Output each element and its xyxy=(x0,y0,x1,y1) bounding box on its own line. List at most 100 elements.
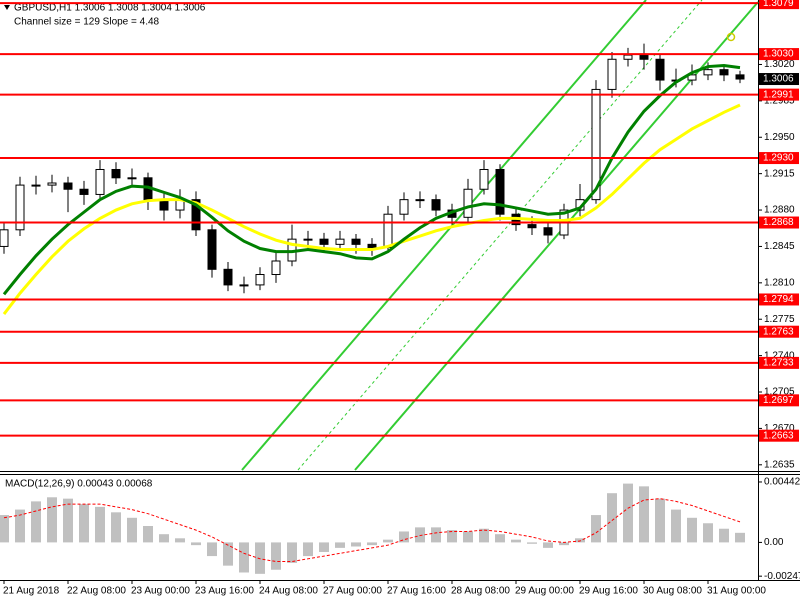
level-label-box xyxy=(759,325,799,338)
candle-body xyxy=(719,69,729,76)
candle-body xyxy=(351,238,361,245)
candle-body xyxy=(207,229,217,270)
menu-triangle xyxy=(4,5,10,10)
macd-bar xyxy=(639,486,649,543)
macd-bar xyxy=(111,512,121,543)
candle-body xyxy=(463,188,473,218)
candle-body xyxy=(479,168,489,190)
macd-bar xyxy=(15,509,25,543)
macd-bar xyxy=(0,515,9,543)
candle-body xyxy=(703,69,713,76)
chart-title: GBPUSD,H1 1.3006 1.3008 1.3004 1.3006 xyxy=(14,3,206,14)
level-label: 1.2868 xyxy=(763,217,794,228)
y-tick-label: 1.2950 xyxy=(764,132,795,143)
macd-bar xyxy=(319,542,329,552)
level-label: 1.2733 xyxy=(763,358,794,369)
macd-bar xyxy=(399,531,409,543)
level-label-box xyxy=(759,356,799,369)
candle-body xyxy=(239,284,249,287)
macd-bar xyxy=(719,528,729,543)
x-tick-label: 21 Aug 2018 xyxy=(3,586,60,597)
x-tick-label: 23 Aug 16:00 xyxy=(195,586,254,597)
candle-body xyxy=(255,274,265,286)
candle-body xyxy=(415,199,425,202)
macd-title: MACD(12,26,9) 0.00043 0.00068 xyxy=(5,479,153,490)
last-price-label: 1.3006 xyxy=(763,74,794,85)
macd-bar xyxy=(495,534,505,543)
macd-bar xyxy=(463,531,473,543)
macd-bar xyxy=(143,525,153,543)
candle-body xyxy=(607,58,617,90)
level-label-box xyxy=(759,0,799,10)
macd-bar xyxy=(287,542,297,563)
macd-bar xyxy=(31,501,41,543)
level-label: 1.3030 xyxy=(763,49,794,60)
candle-body xyxy=(127,177,137,180)
macd-bar xyxy=(511,539,521,543)
macd-bar xyxy=(415,527,425,543)
macd-bar xyxy=(431,527,441,543)
y-tick-label: 1.2985 xyxy=(764,96,795,107)
macd-bar xyxy=(207,542,217,557)
macd-bar xyxy=(271,542,281,570)
level-label: 1.3079 xyxy=(763,0,794,9)
channel-mid-line xyxy=(297,0,703,471)
macd-bar xyxy=(383,539,393,543)
candle-body xyxy=(335,238,345,245)
x-tick-label: 23 Aug 00:00 xyxy=(131,586,190,597)
candle-body xyxy=(399,199,409,215)
macd-bar xyxy=(127,517,137,543)
x-tick-label: 22 Aug 08:00 xyxy=(67,586,126,597)
macd-bar xyxy=(543,542,553,548)
macd-bar xyxy=(175,538,185,543)
y-tick-label: 1.2670 xyxy=(764,423,795,434)
macd-bar xyxy=(591,515,601,543)
candle-body xyxy=(95,168,105,195)
candle-body xyxy=(191,199,201,231)
macd-bar xyxy=(239,542,249,573)
level-label: 1.2663 xyxy=(763,430,794,441)
candle-body xyxy=(543,227,553,236)
candle-body xyxy=(15,184,25,231)
macd-bar xyxy=(687,517,697,543)
candle-body xyxy=(31,184,41,187)
y-tick-label: 1.2810 xyxy=(764,277,795,288)
level-label-box xyxy=(759,293,799,306)
candle-body xyxy=(0,229,9,247)
x-tick-label: 27 Aug 16:00 xyxy=(387,586,446,597)
y-tick-label: 1.2775 xyxy=(764,314,795,325)
channel-line xyxy=(241,0,647,471)
x-tick-label: 28 Aug 08:00 xyxy=(451,586,510,597)
macd-bar xyxy=(191,542,201,546)
candle-body xyxy=(431,199,441,211)
macd-bar xyxy=(63,498,73,543)
macd-bar xyxy=(607,493,617,543)
candle-body xyxy=(79,188,89,195)
macd-bar xyxy=(575,538,585,543)
y-tick-label: 0.00442 xyxy=(764,477,800,488)
x-tick-label: 29 Aug 16:00 xyxy=(579,586,638,597)
x-tick-label: 30 Aug 08:00 xyxy=(643,586,702,597)
level-label: 1.2697 xyxy=(763,395,794,406)
candle-body xyxy=(383,213,393,248)
macd-bar xyxy=(351,542,361,547)
level-label: 1.2763 xyxy=(763,326,794,337)
candle-body xyxy=(527,224,537,229)
moving-average xyxy=(2,64,741,296)
chart-subtitle: Channel size = 129 Slope = 4.48 xyxy=(14,17,160,28)
macd-bar xyxy=(79,504,89,543)
level-label-box xyxy=(759,48,799,61)
candle-body xyxy=(47,182,57,186)
level-label-box xyxy=(759,152,799,165)
candle-body xyxy=(303,238,313,241)
macd-bar xyxy=(479,528,489,543)
macd-bar xyxy=(95,506,105,543)
x-tick-label: 27 Aug 00:00 xyxy=(323,586,382,597)
candle-body xyxy=(639,54,649,60)
signal-line xyxy=(3,498,741,563)
macd-bar xyxy=(527,542,537,544)
macd-bar xyxy=(735,532,745,543)
y-tick-label: 1.2705 xyxy=(764,387,795,398)
